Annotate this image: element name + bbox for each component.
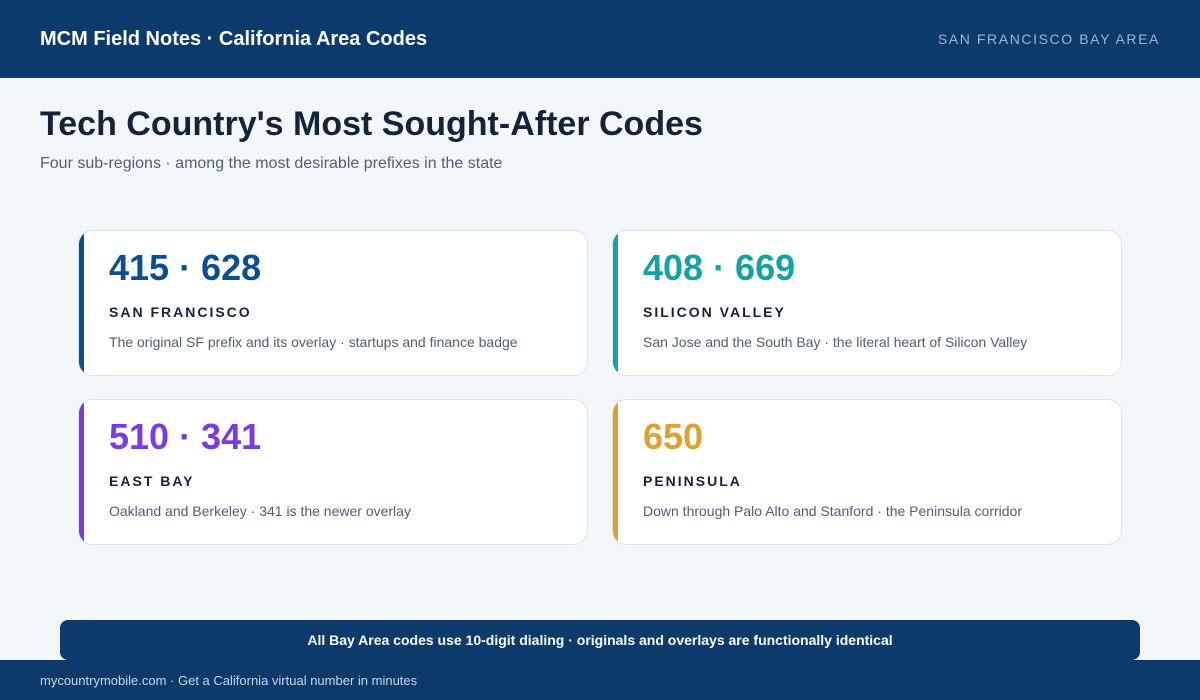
region-description: Down through Palo Alto and Stanford · th… xyxy=(643,503,1023,519)
footer-text: mycountrymobile.com · Get a California v… xyxy=(0,660,1200,700)
area-codes: 510 · 341 xyxy=(109,416,262,457)
page-title: Tech Country's Most Sought-After Codes xyxy=(40,105,703,143)
area-code-card-east-bay: 510 · 341 EAST BAY Oakland and Berkeley … xyxy=(78,399,588,545)
page-subtitle: Four sub-regions · among the most desira… xyxy=(40,155,503,172)
card-accent-bar xyxy=(79,231,84,375)
brand-title: MCM Field Notes · California Area Codes xyxy=(40,27,428,50)
card-accent-bar xyxy=(79,400,84,544)
region-description: San Jose and the South Bay · the literal… xyxy=(643,334,1028,350)
card-accent-bar xyxy=(613,231,618,375)
area-code-card-peninsula: 650 PENINSULA Down through Palo Alto and… xyxy=(612,399,1122,545)
area-codes: 650 xyxy=(643,416,704,457)
dialing-note-banner: All Bay Area codes use 10-digit dialing … xyxy=(60,620,1140,660)
region-name: EAST BAY xyxy=(109,473,195,489)
region-description: The original SF prefix and its overlay ·… xyxy=(109,334,518,350)
area-code-card-san-francisco: 415 · 628 SAN FRANCISCO The original SF … xyxy=(78,230,588,376)
header-bar: MCM Field Notes · California Area Codes … xyxy=(0,0,1200,78)
region-tag: SAN FRANCISCO BAY AREA xyxy=(937,31,1160,47)
region-name: PENINSULA xyxy=(643,473,742,489)
region-name: SAN FRANCISCO xyxy=(109,304,252,320)
area-code-card-silicon-valley: 408 · 669 SILICON VALLEY San Jose and th… xyxy=(612,230,1122,376)
region-name: SILICON VALLEY xyxy=(643,304,786,320)
card-accent-bar xyxy=(613,400,618,544)
area-codes: 408 · 669 xyxy=(643,247,796,288)
region-description: Oakland and Berkeley · 341 is the newer … xyxy=(109,503,411,519)
area-codes: 415 · 628 xyxy=(109,247,262,288)
